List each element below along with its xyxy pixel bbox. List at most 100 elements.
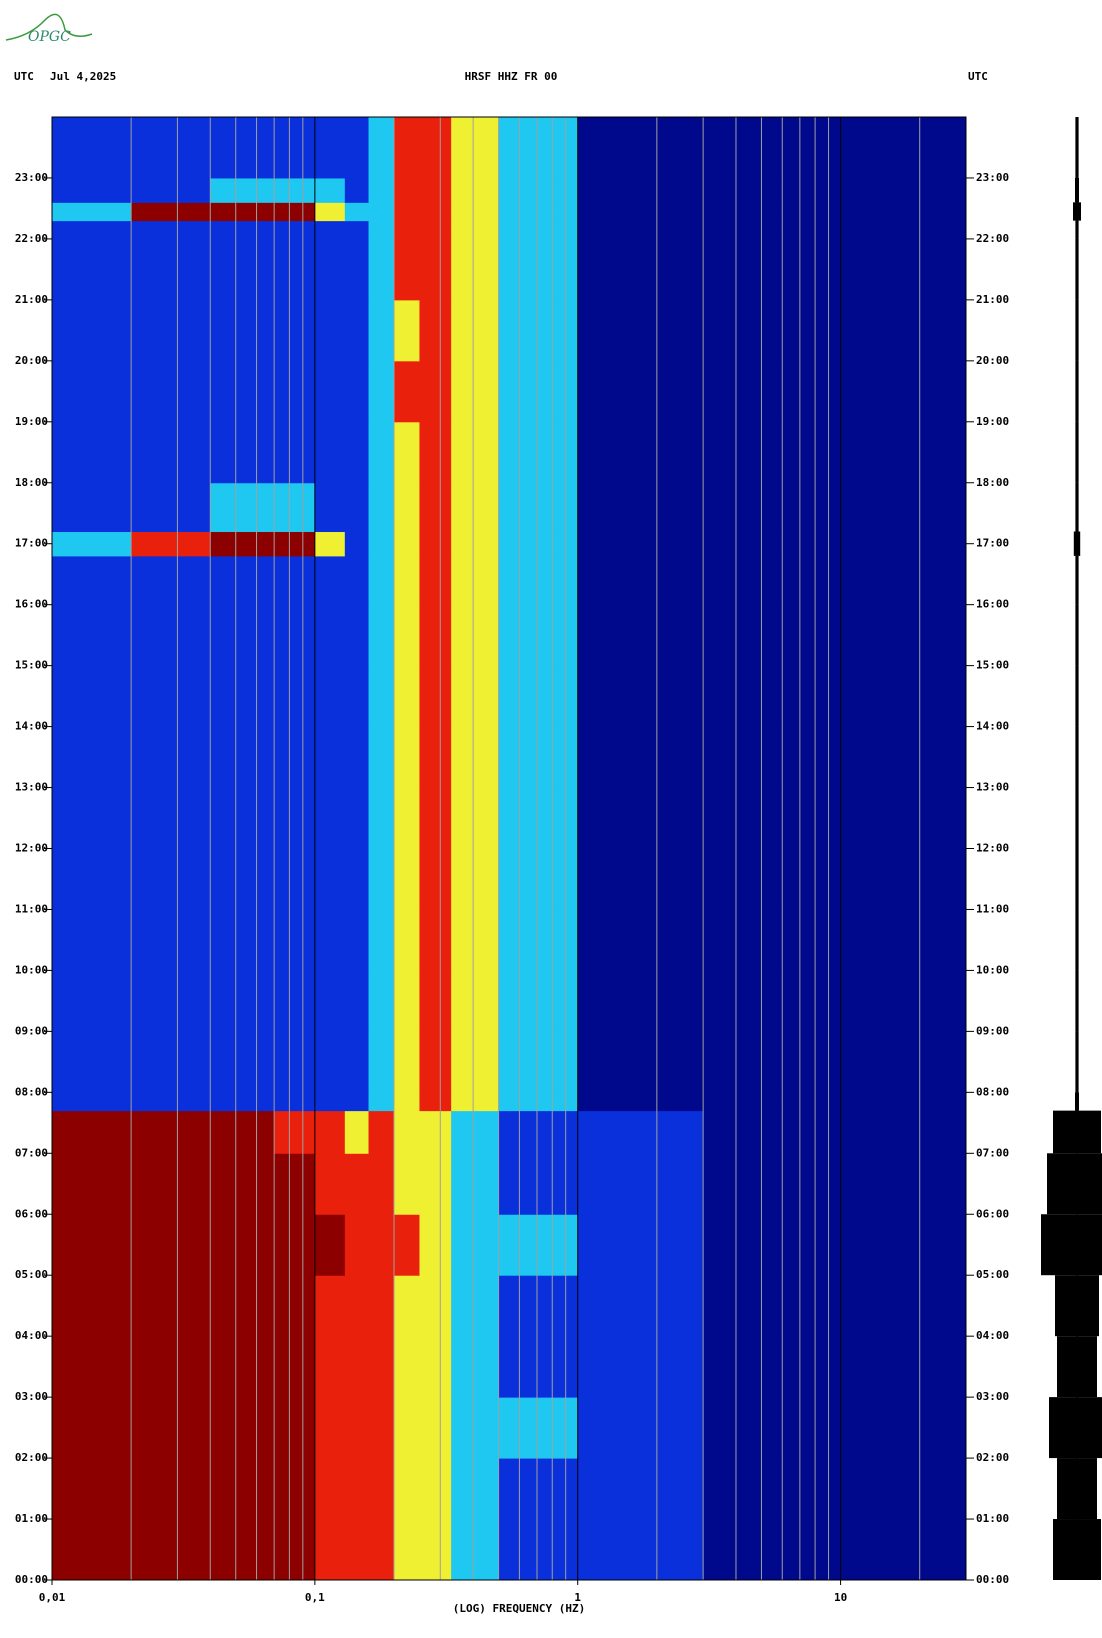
y-tick-label: 11:00 [976,902,1009,915]
heat-cell [703,1275,967,1337]
heat-cell [274,726,316,789]
trace-envelope [1075,909,1079,971]
trace-envelope [1041,1214,1102,1276]
heat-cell [52,848,132,910]
heat-cell [314,1458,346,1520]
heat-cell [498,1110,579,1154]
heat-cell [451,360,500,423]
heat-cell [131,421,211,484]
heat-cell [393,665,420,728]
heat-cell [344,909,370,971]
heat-cell [577,482,704,533]
heat-cell [368,1092,395,1112]
y-tick-label: 21:00 [976,293,1009,306]
heat-cell [419,1458,452,1520]
heat-cell [52,238,132,301]
y-tick-label: 09:00 [976,1024,1009,1037]
heat-cell [703,299,967,362]
heat-cell [131,1397,211,1459]
heat-cell [368,531,395,557]
heat-cell [274,1336,316,1398]
heat-cell [344,220,370,240]
heat-cell [210,1458,275,1520]
heat-cell [577,1110,704,1154]
heat-cell [451,1110,500,1154]
heat-cell [703,1214,967,1276]
y-tick-label: 13:00 [976,781,1009,794]
heat-cell [274,531,316,557]
y-tick-label: 09:00 [15,1024,48,1037]
heat-cell [393,848,420,910]
heat-cell [314,1153,346,1215]
heat-cell [314,117,346,179]
heat-cell [451,1092,500,1112]
heat-cell [274,1519,316,1581]
heat-cell [131,1336,211,1398]
y-tick-label: 17:00 [976,537,1009,550]
heat-cell [577,1153,704,1215]
heat-cell [210,421,275,484]
heat-cell [419,238,452,301]
heat-cell [344,1458,370,1520]
x-tick-label: 1 [574,1591,581,1604]
heat-cell [131,555,211,606]
x-axis-title: (LOG) FREQUENCY (HZ) [453,1602,585,1615]
heat-cell [451,726,500,789]
trace-envelope [1053,1110,1101,1154]
trace-envelope [1073,202,1081,221]
heat-cell [577,726,704,789]
heat-cell [393,1519,420,1581]
heat-cell [498,1458,579,1520]
heat-cell [210,970,275,1032]
heat-cell [498,482,579,533]
heat-cell [393,1458,420,1520]
heat-cell [314,238,346,301]
heat-cell [703,970,967,1032]
heat-cell [131,604,211,667]
heat-cell [314,665,346,728]
heat-cell [451,299,500,362]
heat-cell [577,177,704,203]
heat-cell [210,665,275,728]
chart-title: HRSF HHZ FR 00 [465,70,558,83]
heat-cell [577,1397,704,1459]
heat-cell [577,238,704,301]
y-tick-label: 11:00 [15,902,48,915]
heat-cell [210,1153,275,1215]
heat-cell [52,1153,132,1215]
y-tick-label: 18:00 [15,476,48,489]
heat-cell [419,177,452,203]
heat-cell [131,970,211,1032]
y-tick-label: 12:00 [15,842,48,855]
heat-cell [451,421,500,484]
heat-cell [52,202,132,222]
heat-cell [498,848,579,910]
heat-cell [314,220,346,240]
heat-cell [314,555,346,606]
trace-envelope [1075,238,1079,300]
heat-cell [393,220,420,240]
heat-cell [703,787,967,849]
heat-cell [393,1275,420,1337]
heat-cell [274,1214,316,1276]
heat-cell [344,1397,370,1459]
x-tick-label: 10 [834,1591,847,1604]
heat-cell [131,177,211,203]
heat-cell [368,238,395,301]
heat-cell [368,1031,395,1093]
y-tick-label: 08:00 [976,1085,1009,1098]
heat-cell [393,299,420,362]
y-tick-label: 16:00 [15,598,48,611]
heat-cell [498,1275,579,1337]
heat-cell [498,555,579,606]
heat-cell [498,1397,579,1459]
heat-cell [274,421,316,484]
heat-cell [703,1153,967,1215]
heat-cell [52,726,132,789]
heat-cell [368,299,395,362]
heat-cell [314,531,346,557]
heat-cell [210,1031,275,1093]
heat-cell [368,117,395,179]
heat-cell [451,909,500,971]
heat-cell [314,1519,346,1581]
